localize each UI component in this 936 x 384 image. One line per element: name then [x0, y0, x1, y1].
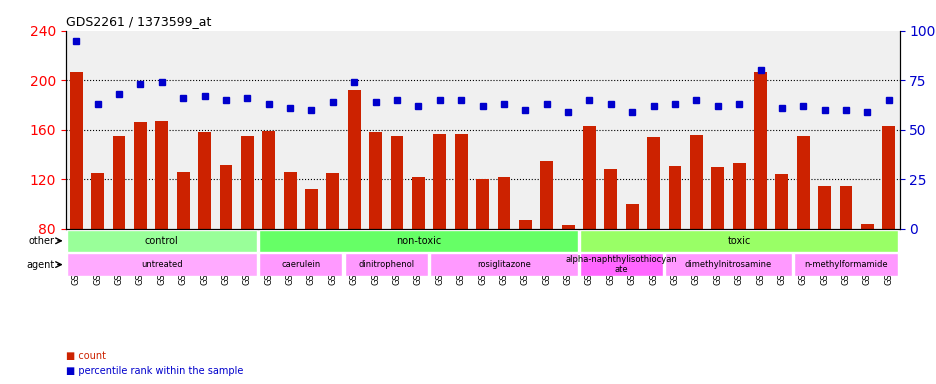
Bar [625, 204, 638, 229]
Bar [668, 166, 680, 229]
Bar [839, 185, 852, 229]
Bar [817, 185, 830, 229]
Bar [882, 126, 894, 229]
Text: dinitrophenol: dinitrophenol [358, 260, 414, 269]
FancyBboxPatch shape [66, 253, 256, 276]
Text: other: other [29, 236, 55, 246]
Bar [177, 172, 189, 229]
Text: GDS2261 / 1373599_at: GDS2261 / 1373599_at [66, 15, 211, 28]
Bar [155, 121, 168, 229]
Bar [390, 136, 403, 229]
Bar [732, 163, 745, 229]
FancyBboxPatch shape [579, 253, 663, 276]
FancyBboxPatch shape [793, 253, 898, 276]
Bar [604, 169, 617, 229]
Text: alpha-naphthylisothiocyan
ate: alpha-naphthylisothiocyan ate [565, 255, 677, 274]
Bar [582, 126, 595, 229]
Bar [519, 220, 531, 229]
Bar [647, 137, 659, 229]
Bar [796, 136, 809, 229]
Bar [753, 71, 767, 229]
Bar [91, 173, 104, 229]
Bar [347, 90, 360, 229]
Bar [219, 164, 232, 229]
Bar [775, 174, 787, 229]
Bar [860, 224, 873, 229]
Bar [326, 173, 339, 229]
Bar [305, 189, 317, 229]
Bar [241, 136, 254, 229]
Text: ■ percentile rank within the sample: ■ percentile rank within the sample [66, 366, 242, 376]
Text: caerulein: caerulein [281, 260, 320, 269]
Bar [475, 179, 489, 229]
FancyBboxPatch shape [430, 253, 578, 276]
Text: untreated: untreated [140, 260, 183, 269]
Text: dimethylnitrosamine: dimethylnitrosamine [684, 260, 771, 269]
Text: ■ count: ■ count [66, 351, 106, 361]
Bar [197, 132, 211, 229]
FancyBboxPatch shape [66, 230, 256, 252]
Text: toxic: toxic [726, 236, 750, 246]
Bar [540, 161, 552, 229]
Bar [561, 225, 574, 229]
Text: rosiglitazone: rosiglitazone [476, 260, 531, 269]
FancyBboxPatch shape [259, 253, 343, 276]
Text: agent: agent [26, 260, 55, 270]
Bar [369, 132, 382, 229]
Text: non-toxic: non-toxic [395, 236, 441, 246]
Bar [454, 134, 467, 229]
Bar [284, 172, 296, 229]
Bar [689, 135, 702, 229]
Bar [710, 167, 724, 229]
Text: control: control [145, 236, 179, 246]
Bar [112, 136, 125, 229]
Bar [497, 177, 510, 229]
FancyBboxPatch shape [344, 253, 428, 276]
Bar [433, 134, 446, 229]
FancyBboxPatch shape [579, 230, 898, 252]
Bar [134, 122, 147, 229]
Bar [262, 131, 275, 229]
Text: n-methylformamide: n-methylformamide [803, 260, 887, 269]
Bar [412, 177, 424, 229]
Bar [70, 71, 82, 229]
FancyBboxPatch shape [665, 253, 791, 276]
FancyBboxPatch shape [259, 230, 578, 252]
